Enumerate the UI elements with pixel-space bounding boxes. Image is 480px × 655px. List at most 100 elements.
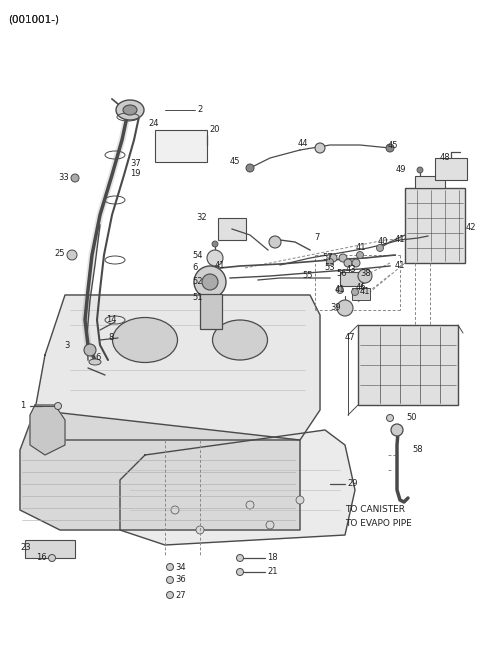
Text: 58: 58 [412, 445, 422, 455]
Text: 47: 47 [345, 333, 356, 343]
Text: 32: 32 [196, 214, 206, 223]
Circle shape [315, 143, 325, 153]
Ellipse shape [116, 100, 144, 120]
Text: 19: 19 [130, 168, 141, 178]
Text: 1: 1 [20, 402, 25, 411]
Polygon shape [20, 410, 300, 530]
Text: 41: 41 [395, 261, 406, 271]
Polygon shape [35, 295, 320, 440]
Text: 41: 41 [215, 261, 226, 269]
Circle shape [167, 591, 173, 599]
Circle shape [202, 274, 218, 290]
Bar [218, 218, 246, 240]
Text: 46: 46 [356, 282, 367, 291]
Text: 49: 49 [396, 166, 407, 174]
Text: 23: 23 [20, 544, 31, 553]
Text: 38: 38 [360, 269, 371, 278]
Text: 48: 48 [440, 153, 451, 162]
Bar [340, 272, 362, 286]
Text: 42: 42 [466, 223, 477, 233]
Text: 50: 50 [406, 413, 417, 422]
Ellipse shape [89, 359, 101, 365]
Text: 41: 41 [356, 244, 367, 252]
Text: TO CANISTER: TO CANISTER [345, 506, 405, 514]
Text: (001001-): (001001-) [8, 14, 59, 24]
Text: 2: 2 [197, 105, 202, 115]
Circle shape [55, 403, 61, 409]
Text: 7: 7 [314, 233, 319, 242]
Text: TO EVAPO PIPE: TO EVAPO PIPE [345, 519, 412, 529]
Circle shape [266, 521, 274, 529]
Bar [405, 188, 465, 263]
Text: 14: 14 [106, 316, 117, 324]
Bar [435, 158, 467, 180]
Text: 57: 57 [322, 252, 333, 261]
Circle shape [352, 259, 360, 267]
Bar [155, 130, 207, 162]
Circle shape [246, 501, 254, 509]
Circle shape [48, 555, 56, 561]
Circle shape [269, 236, 281, 248]
Circle shape [84, 344, 96, 356]
Text: 16: 16 [36, 553, 47, 563]
Circle shape [386, 415, 394, 422]
Circle shape [326, 259, 334, 265]
Text: 20: 20 [209, 126, 219, 134]
Text: 52: 52 [192, 278, 203, 286]
Text: 33: 33 [58, 172, 69, 181]
Text: 51: 51 [192, 293, 203, 303]
Text: 41: 41 [395, 236, 406, 244]
Text: 54: 54 [192, 252, 203, 261]
Circle shape [417, 167, 423, 173]
Bar [415, 176, 445, 188]
Circle shape [196, 526, 204, 534]
Circle shape [357, 252, 363, 259]
Bar [25, 540, 75, 558]
Circle shape [194, 266, 226, 298]
Circle shape [376, 244, 384, 252]
Text: 40: 40 [378, 238, 388, 246]
Ellipse shape [213, 320, 267, 360]
Polygon shape [30, 405, 65, 455]
Circle shape [386, 144, 394, 152]
Text: 41: 41 [360, 288, 371, 297]
Circle shape [171, 506, 179, 514]
Text: 6: 6 [192, 263, 197, 272]
Text: 45: 45 [388, 141, 398, 149]
Text: 8: 8 [108, 333, 113, 341]
Text: 53: 53 [324, 263, 335, 272]
Circle shape [296, 496, 304, 504]
Text: 34: 34 [175, 563, 186, 572]
Text: 27: 27 [175, 591, 186, 599]
Text: 43: 43 [346, 265, 357, 274]
Text: 29: 29 [347, 479, 358, 489]
Circle shape [167, 576, 173, 584]
Circle shape [391, 424, 403, 436]
Circle shape [329, 254, 337, 262]
Circle shape [207, 250, 223, 266]
Text: 55: 55 [302, 271, 312, 280]
Circle shape [167, 563, 173, 571]
Circle shape [246, 164, 254, 172]
Text: 37: 37 [130, 159, 141, 168]
Circle shape [336, 286, 344, 293]
Text: (001001-): (001001-) [8, 14, 59, 24]
Polygon shape [120, 430, 355, 545]
Circle shape [212, 241, 218, 247]
Circle shape [237, 569, 243, 576]
Circle shape [358, 269, 372, 283]
Text: 6: 6 [95, 352, 100, 362]
Circle shape [237, 555, 243, 561]
Text: 3: 3 [64, 341, 70, 350]
Circle shape [71, 174, 79, 182]
Text: 41: 41 [335, 286, 346, 295]
Bar [200, 294, 222, 329]
Circle shape [351, 288, 359, 295]
Text: 18: 18 [267, 553, 277, 563]
Circle shape [67, 250, 77, 260]
Text: 36: 36 [175, 576, 186, 584]
Circle shape [344, 259, 352, 267]
Text: 56: 56 [336, 269, 347, 278]
Text: 25: 25 [54, 250, 64, 259]
Bar [358, 325, 458, 405]
